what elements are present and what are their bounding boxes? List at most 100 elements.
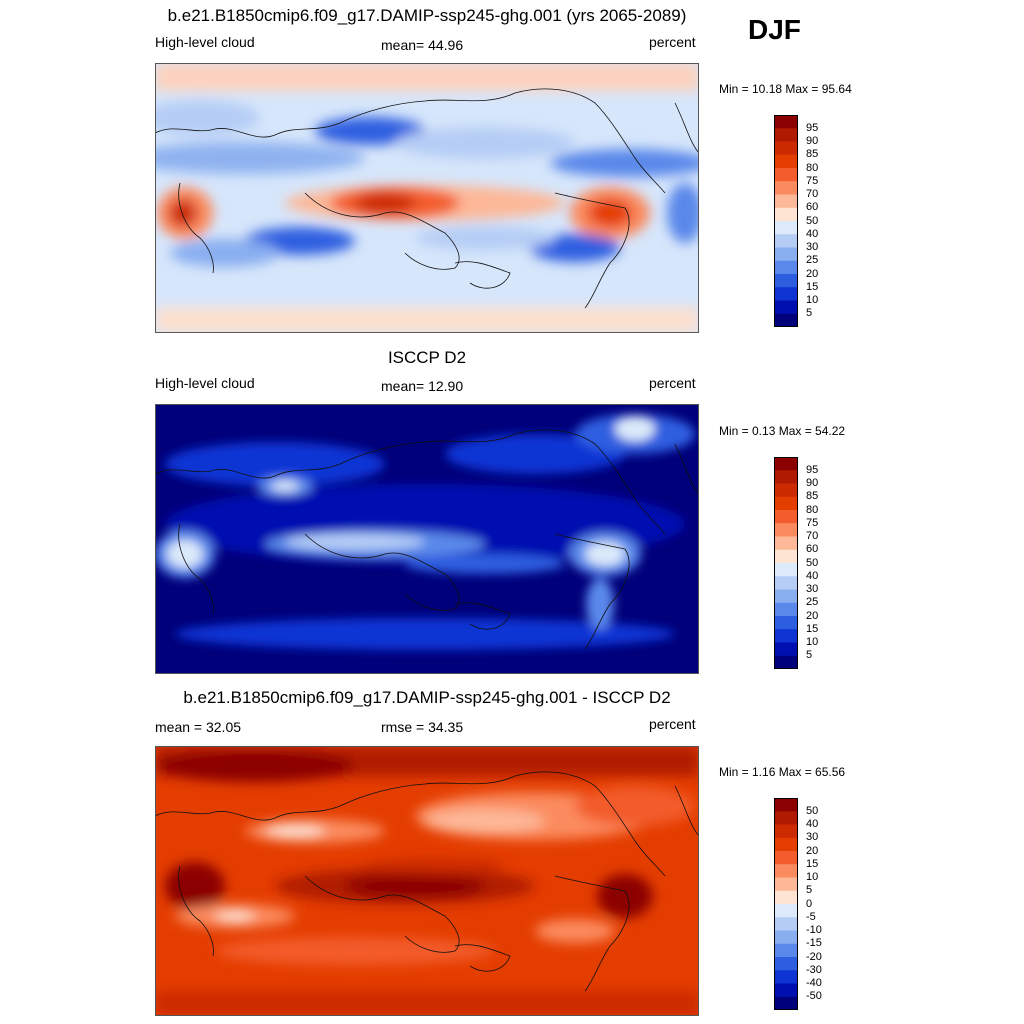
colorbar-swatches bbox=[774, 457, 798, 670]
units-label: percent bbox=[649, 716, 696, 732]
colorbar-swatch bbox=[774, 128, 798, 142]
colorbar-swatch bbox=[774, 470, 798, 484]
colorbar-tick-label: -15 bbox=[806, 937, 822, 950]
colorbar-swatch bbox=[774, 864, 798, 878]
cloud-map-obs bbox=[155, 404, 699, 674]
colorbar-tick-label: 10 bbox=[806, 871, 819, 883]
colorbar-tick-label: 5 bbox=[806, 649, 813, 662]
colorbar-tick-label: 30 bbox=[806, 583, 819, 595]
colorbar-swatch bbox=[774, 260, 798, 275]
colorbar-tick-label: -10 bbox=[806, 924, 822, 936]
colorbar-tick-label: 10 bbox=[806, 294, 819, 306]
colorbar-tick-label: 20 bbox=[806, 609, 819, 622]
units-label: percent bbox=[649, 375, 696, 391]
colorbar-swatch bbox=[774, 536, 798, 551]
colorbar-swatch bbox=[774, 194, 798, 209]
colorbar-labels-diff: 50 40 30 20 15 10 5 0 -5 -10 -15 -20 -30 -40 -50 bbox=[806, 798, 866, 1010]
colorbar-tick-label: 15 bbox=[806, 622, 819, 635]
colorbar-swatch bbox=[774, 798, 798, 812]
colorbar-tick-label: 85 bbox=[806, 148, 819, 161]
colorbar-swatch bbox=[774, 957, 798, 971]
colorbar-swatch bbox=[774, 943, 798, 958]
colorbar-swatch bbox=[774, 642, 798, 657]
mean-label: mean= 12.90 bbox=[381, 378, 464, 394]
colorbar-swatch bbox=[774, 207, 798, 222]
colorbar-tick-label: -40 bbox=[806, 977, 822, 989]
colorbar-tick-label: 15 bbox=[806, 280, 819, 293]
colorbar-tick-label: 60 bbox=[806, 201, 819, 214]
colorbar-model bbox=[774, 115, 798, 328]
colorbar-swatch bbox=[774, 483, 798, 498]
colorbar-swatch bbox=[774, 824, 798, 839]
colorbar-obs bbox=[774, 457, 798, 670]
colorbar-swatch bbox=[774, 877, 798, 892]
colorbar-tick-label: 20 bbox=[806, 844, 819, 857]
colorbar-tick-label: 15 bbox=[806, 857, 819, 870]
colorbar-tick-label: -30 bbox=[806, 963, 822, 976]
colorbar-swatch bbox=[774, 837, 798, 852]
minmax-label: Min = 1.16 Max = 65.56 bbox=[719, 765, 846, 779]
colorbar-tick-label: 5 bbox=[806, 884, 813, 897]
colorbar-swatch bbox=[774, 996, 798, 1011]
colorbar-swatch bbox=[774, 904, 798, 918]
colorbar-tick-label: 70 bbox=[806, 188, 819, 200]
colorbar-swatches bbox=[774, 115, 798, 328]
colorbar-tick-label: 30 bbox=[806, 241, 819, 253]
colorbar-tick-label: 90 bbox=[806, 477, 819, 489]
colorbar-swatch bbox=[774, 154, 798, 169]
colorbar-tick-label: 30 bbox=[806, 831, 819, 844]
colorbar-swatch bbox=[774, 811, 798, 825]
colorbar-swatch bbox=[774, 970, 798, 984]
colorbar-swatch bbox=[774, 589, 798, 604]
rmse-label: rmse = 34.35 bbox=[381, 719, 464, 735]
panel-title: b.e21.B1850cmip6.f09_g17.DAMIP-ssp245-gh… bbox=[167, 6, 687, 25]
left-label: High-level cloud bbox=[155, 375, 255, 391]
mean-label: mean = 32.05 bbox=[155, 719, 242, 735]
panel-title: b.e21.B1850cmip6.f09_g17.DAMIP-ssp245-gh… bbox=[183, 688, 671, 707]
colorbar-tick-label: 50 bbox=[806, 804, 819, 817]
colorbar-tick-label: -5 bbox=[806, 910, 816, 923]
colorbar-swatch bbox=[774, 247, 798, 262]
colorbar-tick-label: 80 bbox=[806, 161, 819, 174]
colorbar-swatch bbox=[774, 510, 798, 524]
colorbar-tick-label: 75 bbox=[806, 174, 819, 187]
colorbar-tick-label: 95 bbox=[806, 463, 819, 476]
minmax-label: Min = 0.13 Max = 54.22 bbox=[719, 424, 846, 438]
colorbar-tick-label: 85 bbox=[806, 490, 819, 503]
colorbar-swatch bbox=[774, 616, 798, 630]
colorbar-tick-label: 60 bbox=[806, 543, 819, 556]
colorbar-swatch bbox=[774, 523, 798, 537]
colorbar-tick-label: 40 bbox=[806, 569, 819, 582]
colorbar-diff bbox=[774, 798, 798, 1011]
colorbar-swatch bbox=[774, 141, 798, 156]
colorbar-border bbox=[774, 457, 798, 669]
colorbar-swatch bbox=[774, 549, 798, 564]
colorbar-tick-label: 5 bbox=[806, 307, 813, 320]
mean-label: mean= 44.96 bbox=[381, 37, 464, 53]
colorbar-swatch bbox=[774, 496, 798, 511]
colorbar-tick-label: 20 bbox=[806, 267, 819, 280]
colorbar-swatch bbox=[774, 851, 798, 865]
colorbar-tick-label: 75 bbox=[806, 516, 819, 529]
colorbar-tick-label: -50 bbox=[806, 990, 822, 1003]
colorbar-tick-label: 25 bbox=[806, 596, 819, 609]
colorbar-swatch bbox=[774, 115, 798, 129]
cloud-map-diff bbox=[155, 746, 699, 1016]
colorbar-swatch bbox=[774, 563, 798, 577]
colorbar-border bbox=[774, 115, 798, 327]
colorbar-tick-label: 40 bbox=[806, 818, 819, 830]
colorbar-tick-label: 25 bbox=[806, 254, 819, 267]
colorbar-swatch bbox=[774, 313, 798, 328]
colorbar-tick-label: 50 bbox=[806, 214, 819, 227]
colorbar-swatch bbox=[774, 300, 798, 315]
colorbar-tick-label: 10 bbox=[806, 636, 819, 648]
colorbar-swatch bbox=[774, 221, 798, 235]
colorbar-swatch bbox=[774, 287, 798, 301]
colorbar-border bbox=[774, 798, 798, 1010]
colorbar-tick-label: 70 bbox=[806, 530, 819, 542]
colorbar-swatch bbox=[774, 576, 798, 590]
colorbar-swatch bbox=[774, 917, 798, 931]
colorbar-tick-label: 95 bbox=[806, 121, 819, 134]
colorbar-labels-model: 95 90 85 80 75 70 60 50 40 30 25 20 15 10 5 bbox=[806, 115, 866, 327]
colorbar-swatches bbox=[774, 798, 798, 1011]
